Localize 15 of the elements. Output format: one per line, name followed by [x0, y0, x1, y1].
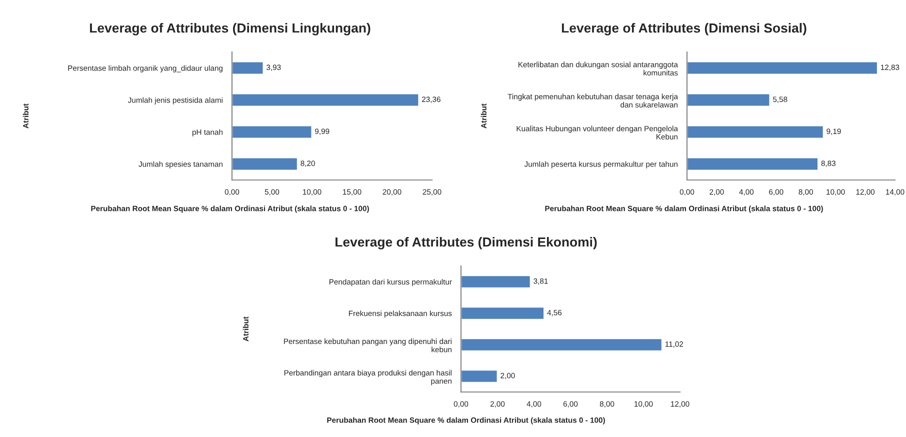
bar [687, 92, 771, 108]
bar [461, 274, 532, 289]
bar [461, 369, 498, 384]
bar [687, 60, 878, 76]
bar [232, 124, 313, 140]
bar [232, 156, 298, 172]
bar [461, 306, 545, 320]
bar [232, 92, 420, 108]
bar [687, 156, 819, 172]
chart-title: Leverage of Attributes (Dimensi Sosial) [562, 22, 806, 36]
chart-title: Leverage of Attributes (Dimensi Lingkungan) [90, 22, 370, 36]
bar [232, 60, 264, 76]
bar [687, 124, 824, 140]
bar [461, 338, 663, 352]
chart-title: Leverage of Attributes (Dimensi Ekonomi) [336, 236, 597, 250]
